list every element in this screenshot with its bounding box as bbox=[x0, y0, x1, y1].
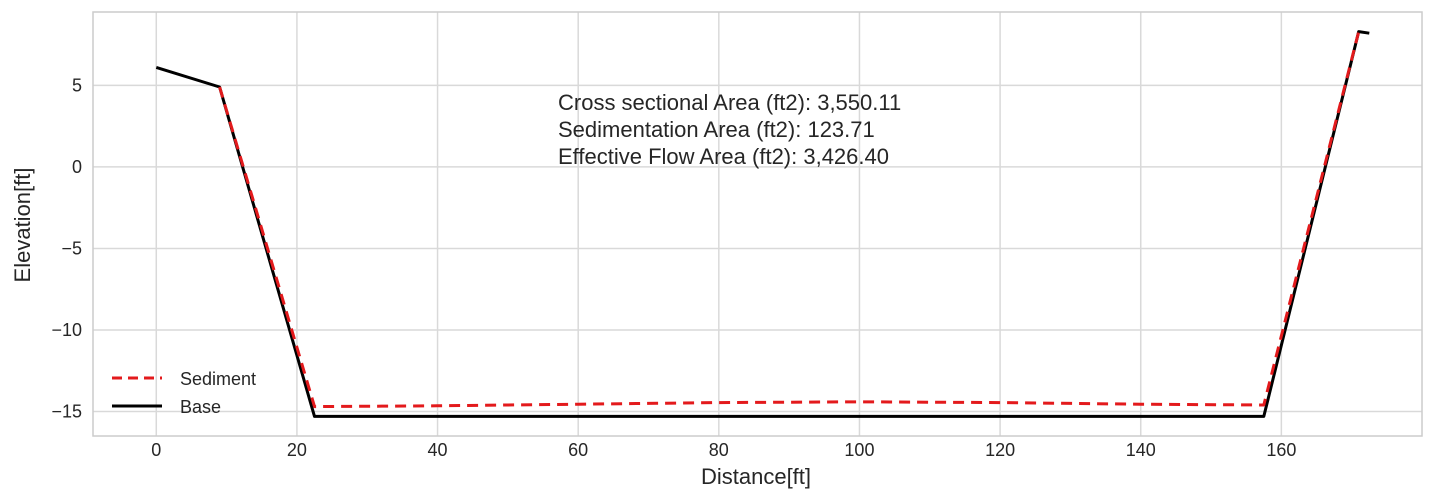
legend-base-label: Base bbox=[180, 397, 221, 417]
series-line-sediment bbox=[218, 31, 1361, 409]
annotation-effective-flow-area: Effective Flow Area (ft2): 3,426.40 bbox=[558, 144, 889, 169]
tick-labels: 0 20 40 60 80 100 120 140 160 −15 −10 −5 0 5 bbox=[51, 75, 1296, 460]
plot-series bbox=[155, 30, 1370, 418]
x-axis-label: Distance[ft] bbox=[701, 464, 811, 489]
annotation-cross-sectional-area: Cross sectional Area (ft2): 3,550.11 bbox=[558, 90, 901, 115]
x-tick-label: 80 bbox=[709, 440, 729, 460]
x-tick-label: 120 bbox=[985, 440, 1015, 460]
grid bbox=[93, 12, 1422, 436]
y-tick-label: −10 bbox=[51, 320, 82, 340]
x-tick-label: 140 bbox=[1126, 440, 1156, 460]
x-tick-label: 100 bbox=[844, 440, 874, 460]
area-annotations: Cross sectional Area (ft2): 3,550.11 Sed… bbox=[558, 90, 901, 169]
annotation-sedimentation-area: Sedimentation Area (ft2): 123.71 bbox=[558, 117, 875, 142]
y-tick-label: 5 bbox=[72, 75, 82, 95]
x-tick-label: 0 bbox=[151, 440, 161, 460]
x-tick-label: 160 bbox=[1266, 440, 1296, 460]
x-tick-label: 20 bbox=[287, 440, 307, 460]
x-tick-label: 40 bbox=[428, 440, 448, 460]
legend-sediment-label: Sediment bbox=[180, 369, 256, 389]
x-tick-label: 60 bbox=[568, 440, 588, 460]
plot-frame bbox=[92, 11, 1423, 437]
y-axis-label: Elevation[ft] bbox=[10, 168, 35, 283]
y-tick-label: 0 bbox=[72, 157, 82, 177]
series-line-base bbox=[155, 30, 1370, 418]
y-tick-label: −15 bbox=[51, 402, 82, 422]
legend: Sediment Base bbox=[112, 369, 256, 417]
y-tick-label: −5 bbox=[61, 238, 82, 258]
